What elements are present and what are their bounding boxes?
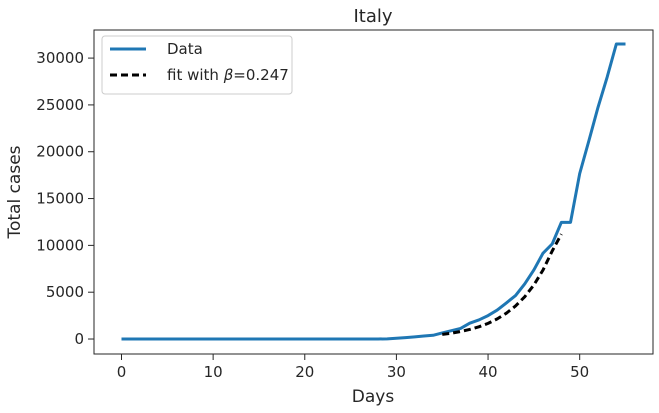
y-tick-label: 30000 bbox=[36, 49, 84, 67]
x-tick-label: 20 bbox=[295, 363, 314, 381]
y-axis-label: Total cases bbox=[5, 145, 25, 239]
chart-title: Italy bbox=[353, 6, 392, 27]
legend-label-fit: fit with β=0.247 bbox=[167, 66, 289, 84]
series-line-data bbox=[121, 42, 626, 341]
y-tick-label: 25000 bbox=[36, 96, 84, 114]
x-tick-label: 30 bbox=[387, 363, 406, 381]
x-tick-label: 0 bbox=[117, 363, 127, 381]
y-tick-label: 5000 bbox=[46, 283, 84, 301]
x-tick-label: 10 bbox=[204, 363, 223, 381]
y-tick-label: 20000 bbox=[36, 143, 84, 161]
x-tick-label: 50 bbox=[570, 363, 589, 381]
plot-frame bbox=[93, 29, 654, 355]
y-tick-label: 15000 bbox=[36, 190, 84, 208]
plot-area bbox=[121, 42, 626, 341]
legend: Data fit with β=0.247 bbox=[101, 35, 293, 95]
legend-box bbox=[101, 35, 293, 95]
x-tick-label: 40 bbox=[479, 363, 498, 381]
y-tick-label: 0 bbox=[74, 330, 84, 348]
x-axis: 0 10 20 30 40 50 bbox=[117, 354, 589, 381]
y-tick-label: 10000 bbox=[36, 236, 84, 254]
y-axis: 0 5000 10000 15000 20000 25000 30000 bbox=[36, 49, 94, 348]
x-axis-label: Days bbox=[352, 387, 395, 407]
legend-label-data: Data bbox=[167, 40, 203, 58]
series-line-fit bbox=[442, 233, 563, 336]
